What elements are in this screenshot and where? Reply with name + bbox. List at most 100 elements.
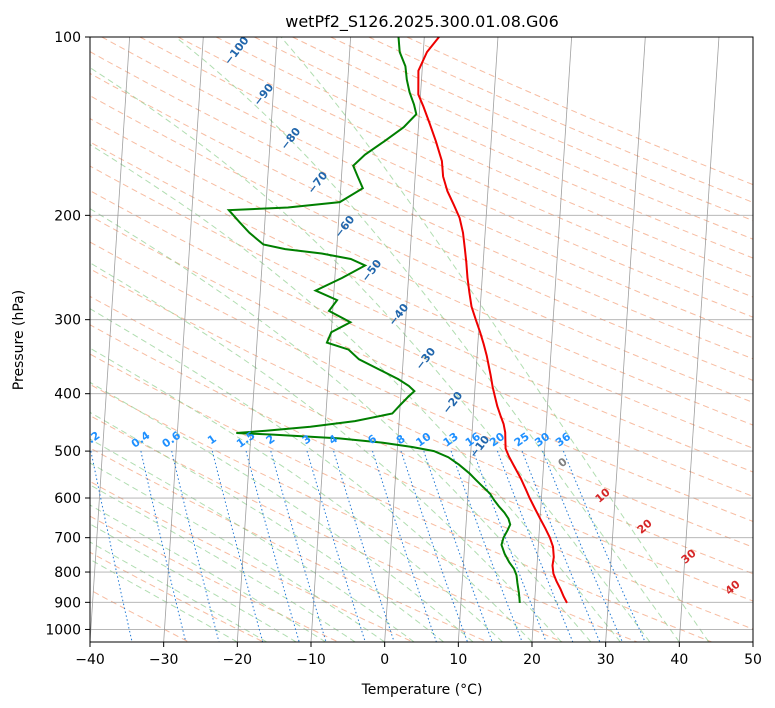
- dry-adiabat: [139, 37, 753, 318]
- moist-adiabat-label: 40: [723, 577, 743, 597]
- dry-adiabat: [90, 383, 638, 642]
- moist-adiabat: [90, 558, 238, 642]
- dry-adiabat: [90, 215, 753, 522]
- dry-adiabat: [90, 324, 753, 630]
- moist-adiabat: [90, 462, 385, 642]
- mixing-ratio-line: [521, 450, 601, 642]
- y-tick-label: 300: [54, 313, 81, 329]
- x-tick-label: 40: [670, 652, 688, 668]
- dry-adiabat: [90, 295, 753, 602]
- moist-adiabat-label: 20: [635, 516, 655, 536]
- isotherm: [605, 37, 646, 642]
- moist-adiabat: [90, 67, 651, 642]
- dry-adiabat-label: −100: [222, 34, 252, 68]
- mixing-ratio-label: 25: [512, 430, 532, 449]
- moist-adiabat: [90, 438, 415, 642]
- dry-adiabat: [90, 95, 753, 403]
- mixing-ratio-line: [472, 450, 547, 642]
- isotherm: [310, 37, 352, 642]
- mixing-ratio-line: [140, 450, 187, 642]
- moist-adiabat: [90, 411, 444, 642]
- y-tick-label: 200: [54, 208, 81, 224]
- moist-adiabat: [90, 541, 268, 642]
- dry-adiabat-label: −20: [440, 389, 466, 417]
- x-tick-label: −40: [75, 652, 105, 668]
- mixing-ratio-label: 0.2: [79, 429, 102, 451]
- mixing-ratio-line: [372, 450, 437, 642]
- dewpoint-line: [226, 37, 521, 603]
- y-tick-label: 1000: [45, 622, 81, 638]
- y-tick-label: 800: [54, 565, 81, 581]
- x-tick-label: −30: [149, 652, 179, 668]
- dry-adiabat: [406, 37, 753, 186]
- x-tick-label: −10: [296, 652, 326, 668]
- dry-adiabat-label: −60: [332, 213, 358, 241]
- profile-series: [226, 37, 568, 604]
- x-tick-label: 50: [744, 652, 762, 668]
- dry-adiabat: [90, 141, 753, 449]
- mixing-ratio-label: 4: [326, 432, 340, 447]
- y-axis: 100 200 300 400 500 600 700 800 900 1000: [45, 30, 90, 638]
- mixing-ratio-line: [423, 450, 493, 642]
- mixing-ratio-line: [496, 450, 574, 642]
- mixing-ratio-line: [450, 450, 523, 642]
- moist-adiabat-label: 10: [593, 485, 613, 505]
- dry-adiabat: [368, 37, 753, 203]
- y-axis-label: Pressure (hPa): [11, 290, 27, 390]
- dry-adiabat: [90, 190, 753, 497]
- dry-adiabat: [90, 165, 753, 473]
- y-tick-label: 400: [54, 387, 81, 403]
- mixing-ratio-label: 30: [532, 430, 552, 450]
- mixing-ratio-label: 1: [205, 432, 219, 447]
- dry-adiabat: [90, 268, 753, 575]
- dry-adiabat: [90, 118, 753, 426]
- mixing-ratio-label: 3: [300, 432, 314, 447]
- x-tick-label: 10: [449, 652, 467, 668]
- temperature-line: [417, 37, 568, 604]
- mixing-ratio-line: [306, 450, 366, 642]
- dry-adiabat: [90, 72, 753, 381]
- mixing-ratio-label: 6: [365, 432, 379, 447]
- x-tick-label: 30: [597, 652, 615, 668]
- mixing-ratio-line: [542, 450, 623, 642]
- moist-adiabat: [280, 37, 710, 642]
- isotherm: [531, 37, 573, 642]
- x-tick-label: 0: [380, 652, 389, 668]
- mixing-ratio-line: [400, 450, 468, 642]
- moist-adiabat: [90, 347, 503, 642]
- dry-adiabat: [90, 551, 264, 642]
- y-tick-label: 600: [54, 491, 81, 507]
- moist-adiabat: [90, 484, 356, 642]
- moist-adiabat: [90, 308, 533, 642]
- isotherm: [678, 37, 720, 642]
- mixing-ratio-line: [562, 450, 646, 642]
- dry-adiabat: [90, 353, 712, 642]
- y-tick-label: 500: [54, 444, 81, 460]
- mixing-ratio-label: 0.1: [32, 429, 55, 451]
- mixing-ratio-line: [333, 450, 395, 642]
- moist-adiabat: [90, 381, 474, 642]
- mixing-ratio-label: 36: [553, 430, 573, 450]
- isotherm: [90, 37, 131, 642]
- background-lines: [90, 37, 753, 642]
- y-tick-label: 700: [54, 531, 81, 547]
- dry-adiabat: [90, 447, 488, 642]
- moist-adiabat: [90, 208, 592, 642]
- dry-adiabat-label: −80: [278, 125, 304, 153]
- y-tick-label: 900: [54, 595, 81, 611]
- x-axis: −40 −30 −20 −10 0 10 20 30 40 50: [75, 642, 762, 668]
- isotherm: [752, 635, 753, 642]
- mixing-ratio-line: [270, 450, 327, 642]
- isotherm: [384, 37, 425, 642]
- dry-adiabat: [90, 415, 563, 642]
- x-tick-label: 20: [523, 652, 541, 668]
- dry-adiabat: [90, 241, 753, 548]
- moist-adiabat: [90, 523, 297, 642]
- moist-adiabat: [90, 504, 326, 642]
- mixing-ratio-line: [90, 451, 133, 642]
- mixing-ratio-line: [211, 450, 264, 642]
- moist-adiabat-label: 30: [679, 546, 699, 566]
- mixing-ratio-label: 0.6: [160, 429, 184, 451]
- moist-adiabat: [90, 262, 562, 642]
